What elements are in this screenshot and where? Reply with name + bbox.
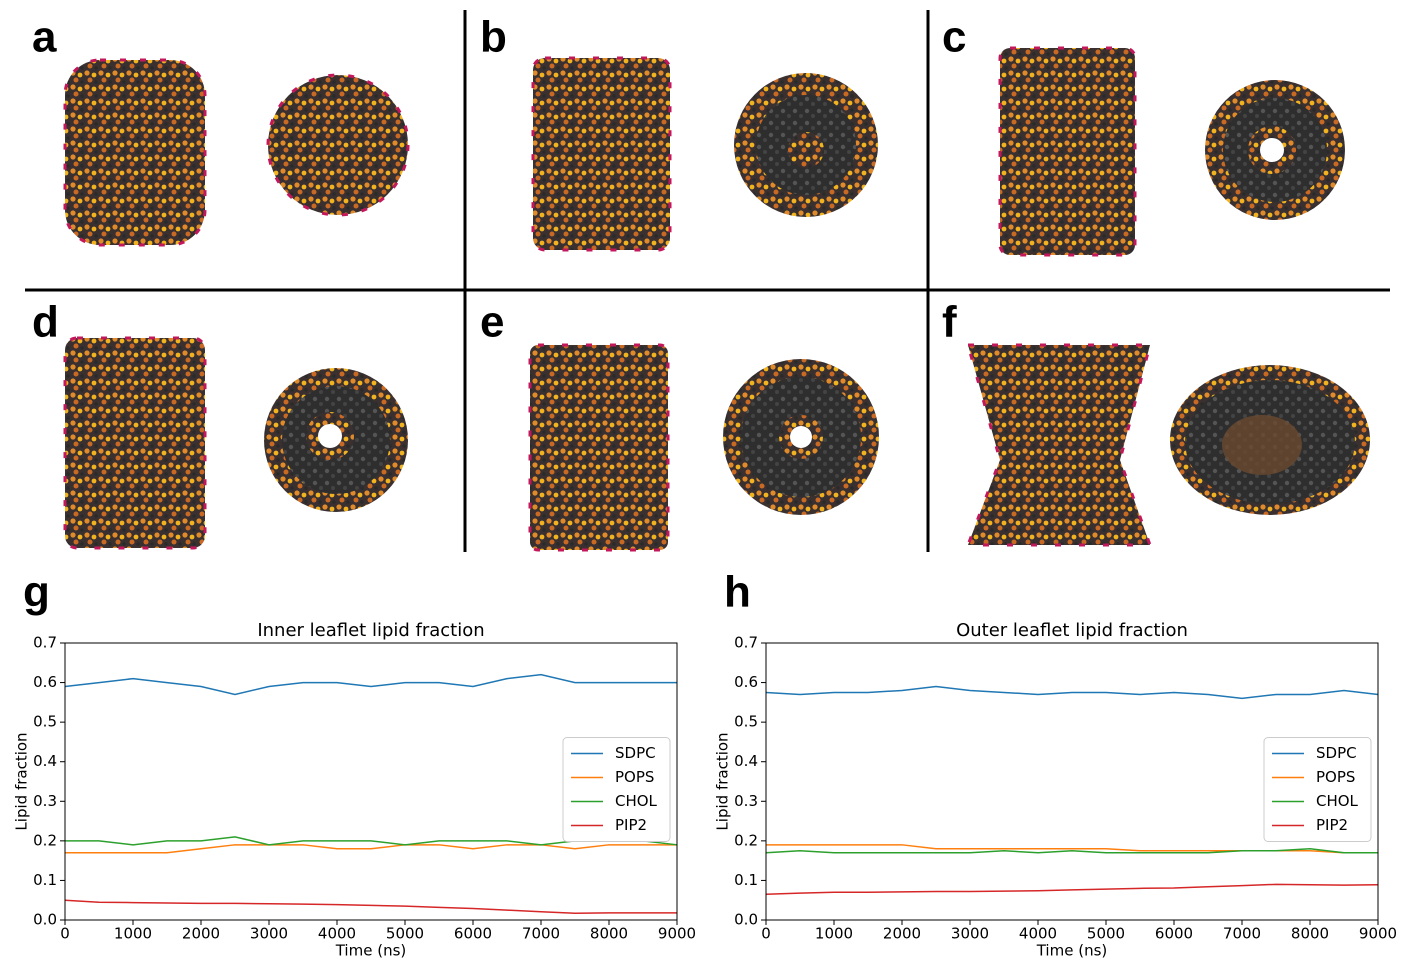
- legend-label: SDPC: [1316, 744, 1357, 762]
- x-tick-label: 9000: [1359, 925, 1397, 943]
- legend-label: CHOL: [615, 792, 658, 810]
- x-tick-label: 3000: [250, 925, 288, 943]
- x-tick-label: 2000: [182, 925, 220, 943]
- x-tick-label: 6000: [1155, 925, 1193, 943]
- legend-label: CHOL: [1316, 792, 1359, 810]
- y-tick-label: 0.3: [734, 792, 758, 810]
- x-axis-label: Time (ns): [335, 942, 407, 960]
- x-tick-label: 7000: [522, 925, 560, 943]
- x-tick-label: 5000: [386, 925, 424, 943]
- plot-frame: [64, 642, 678, 921]
- chart-title: Inner leaflet lipid fraction: [257, 620, 484, 641]
- y-axis-label: Lipid fraction: [13, 732, 31, 830]
- series-line: [64, 673, 677, 696]
- x-tick-label: 2000: [883, 925, 921, 943]
- y-tick-label: 0.7: [734, 634, 758, 652]
- legend-label: POPS: [1316, 768, 1355, 786]
- panel-label: d: [32, 298, 59, 347]
- panel-label: a: [32, 13, 57, 62]
- x-tick-label: 8000: [1291, 925, 1329, 943]
- x-tick-label: 4000: [318, 925, 356, 943]
- legend-label: SDPC: [615, 744, 656, 762]
- x-tick-label: 7000: [1223, 925, 1261, 943]
- series-line: [765, 685, 1379, 700]
- x-tick-label: 6000: [454, 925, 492, 943]
- legend-label: PIP2: [1316, 816, 1348, 834]
- x-tick-label: 1000: [815, 925, 853, 943]
- y-tick-label: 0.2: [33, 831, 57, 849]
- y-axis-label: Lipid fraction: [714, 732, 732, 830]
- legend-label: PIP2: [615, 816, 647, 834]
- panel-dividers: [25, 10, 1390, 552]
- y-tick-label: 0.7: [33, 634, 57, 652]
- y-tick-label: 0.5: [33, 713, 57, 731]
- x-tick-label: 4000: [1019, 925, 1057, 943]
- y-tick-label: 0.0: [33, 911, 57, 929]
- series-line: [65, 844, 677, 854]
- x-tick-label: 1000: [114, 925, 152, 943]
- series-line: [766, 844, 1378, 854]
- x-tick-label: 3000: [951, 925, 989, 943]
- legend-box: [1263, 737, 1372, 842]
- molecular-renderings: [63, 46, 1370, 552]
- panel-label: g: [23, 568, 50, 617]
- series-line: [64, 899, 677, 915]
- legend-box: [562, 737, 671, 842]
- y-tick-label: 0.4: [734, 752, 758, 770]
- y-tick-label: 0.1: [734, 871, 758, 889]
- y-tick-label: 0.6: [734, 673, 758, 691]
- y-tick-label: 0.2: [734, 831, 758, 849]
- x-tick-label: 9000: [658, 925, 696, 943]
- panel-label: e: [480, 298, 504, 347]
- series-line: [765, 883, 1379, 896]
- chart-title: Outer leaflet lipid fraction: [956, 620, 1188, 641]
- x-tick-label: 5000: [1087, 925, 1125, 943]
- x-tick-label: 8000: [590, 925, 628, 943]
- x-axis-label: Time (ns): [1036, 942, 1108, 960]
- x-tick-label: 0: [761, 925, 771, 943]
- y-tick-label: 0.0: [734, 911, 758, 929]
- panel-label: c: [942, 13, 966, 62]
- panel-labels: a b c d e f: [32, 13, 966, 347]
- y-tick-label: 0.3: [33, 792, 57, 810]
- panel-label: b: [480, 13, 507, 62]
- legend-label: POPS: [615, 768, 654, 786]
- x-tick-label: 0: [60, 925, 70, 943]
- panel-label: f: [942, 298, 957, 347]
- plot-frame: [765, 642, 1379, 921]
- y-tick-label: 0.5: [734, 713, 758, 731]
- y-tick-label: 0.4: [33, 752, 57, 770]
- y-tick-label: 0.6: [33, 673, 57, 691]
- panel-label: h: [724, 568, 751, 617]
- series-line: [765, 848, 1378, 854]
- y-tick-label: 0.1: [33, 871, 57, 889]
